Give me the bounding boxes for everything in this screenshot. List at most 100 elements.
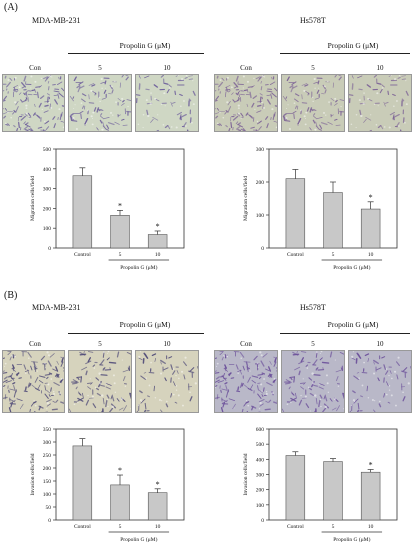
- pore-mark: [394, 404, 397, 407]
- cell-mark: [46, 389, 51, 394]
- cell-mark: [377, 377, 380, 382]
- pore-mark: [101, 128, 104, 131]
- pore-mark: [253, 77, 255, 80]
- pore-mark: [242, 87, 244, 89]
- cell-mark: [298, 399, 303, 406]
- pore-mark: [326, 382, 329, 385]
- cell-mark: [352, 390, 356, 394]
- cell-mark: [257, 373, 264, 376]
- cell-mark: [25, 97, 28, 100]
- b-right-label-con: Con: [240, 340, 252, 348]
- y-tick-label: 300: [256, 473, 265, 479]
- pore-mark: [405, 103, 408, 106]
- b-right-micrograph-10: [348, 350, 412, 413]
- pore-mark: [256, 120, 259, 123]
- cell-mark: [232, 403, 236, 410]
- cell-mark: [88, 351, 94, 353]
- cell-mark: [262, 103, 264, 109]
- cell-mark: [108, 92, 112, 95]
- pore-mark: [190, 121, 193, 124]
- a-right-label-10: 10: [376, 64, 384, 72]
- cell-mark: [269, 81, 276, 86]
- cell-mark: [316, 89, 320, 94]
- pore-mark: [323, 85, 326, 88]
- pore-mark: [303, 89, 306, 92]
- cell-mark: [145, 353, 148, 358]
- cell-mark: [40, 355, 46, 361]
- cell-mark: [307, 92, 310, 96]
- pore-mark: [293, 102, 296, 104]
- cell-mark: [18, 377, 22, 379]
- cell-mark: [240, 112, 244, 117]
- pore-mark: [98, 372, 101, 375]
- cell-mark: [46, 93, 51, 96]
- y-axis-label: Migration cells/field: [29, 176, 36, 221]
- pore-mark: [10, 125, 12, 127]
- cell-mark: [313, 374, 321, 376]
- cell-mark: [49, 103, 52, 109]
- pore-mark: [52, 392, 55, 395]
- cell-mark: [373, 359, 379, 365]
- pore-mark: [142, 114, 145, 116]
- pore-mark: [4, 362, 7, 365]
- cell-mark: [61, 105, 64, 107]
- cell-mark: [335, 100, 338, 103]
- y-tick-label: 0: [48, 246, 51, 252]
- cell-mark: [174, 401, 178, 404]
- a-right-treatment-label: Propolin G (μM): [327, 41, 379, 50]
- pore-mark: [237, 372, 239, 374]
- cell-mark: [62, 356, 64, 359]
- cell-mark: [365, 116, 372, 121]
- cell-mark: [235, 75, 239, 82]
- pore-mark: [218, 111, 221, 114]
- y-tick-label: 200: [43, 466, 52, 472]
- cell-mark: [38, 405, 44, 409]
- cell-mark: [48, 372, 53, 375]
- pore-mark: [49, 75, 52, 78]
- pore-mark: [13, 355, 16, 358]
- cell-mark: [91, 84, 96, 87]
- pore-mark: [25, 104, 28, 107]
- pore-mark: [286, 108, 288, 110]
- bar: [72, 445, 93, 521]
- b-left-bar-chart: 0 50 100 150 200 250 300 350 Invasion cells/fiel…: [29, 427, 185, 543]
- pore-mark: [46, 401, 50, 405]
- pore-mark: [192, 103, 195, 106]
- cell-mark: [30, 402, 35, 407]
- cell-mark: [37, 384, 41, 390]
- cell-mark: [384, 101, 389, 104]
- cell-mark: [81, 93, 87, 97]
- cell-mark: [385, 370, 389, 375]
- cell-mark: [53, 123, 56, 129]
- pore-mark: [218, 87, 221, 89]
- cell-mark: [271, 92, 277, 98]
- cell-mark: [46, 376, 49, 380]
- pore-mark: [192, 80, 194, 82]
- cell-mark: [163, 367, 169, 371]
- b-right-label-5: 5: [311, 340, 315, 348]
- cell-mark: [319, 128, 323, 131]
- cell-mark: [100, 113, 103, 116]
- pore-mark: [367, 97, 370, 100]
- pore-mark: [138, 355, 141, 358]
- cell-mark: [147, 395, 150, 398]
- pore-mark: [361, 384, 364, 387]
- a-right-micrograph-10: [348, 74, 412, 132]
- cell-mark: [258, 398, 265, 403]
- cell-mark: [10, 399, 16, 404]
- panel-a-label: (A): [4, 2, 18, 13]
- cell-mark: [123, 405, 127, 412]
- pore-mark: [154, 97, 157, 100]
- cell-mark: [77, 86, 81, 93]
- cell-mark: [266, 94, 271, 96]
- cell-mark: [316, 117, 323, 119]
- cell-mark: [243, 384, 250, 389]
- cell-mark: [183, 122, 187, 127]
- cell-mark: [52, 368, 57, 372]
- cell-mark: [273, 361, 277, 367]
- cell-mark: [351, 357, 356, 361]
- cell-mark: [237, 129, 242, 131]
- pore-mark: [149, 102, 152, 105]
- cell-mark: [45, 126, 50, 131]
- pore-mark: [50, 378, 53, 380]
